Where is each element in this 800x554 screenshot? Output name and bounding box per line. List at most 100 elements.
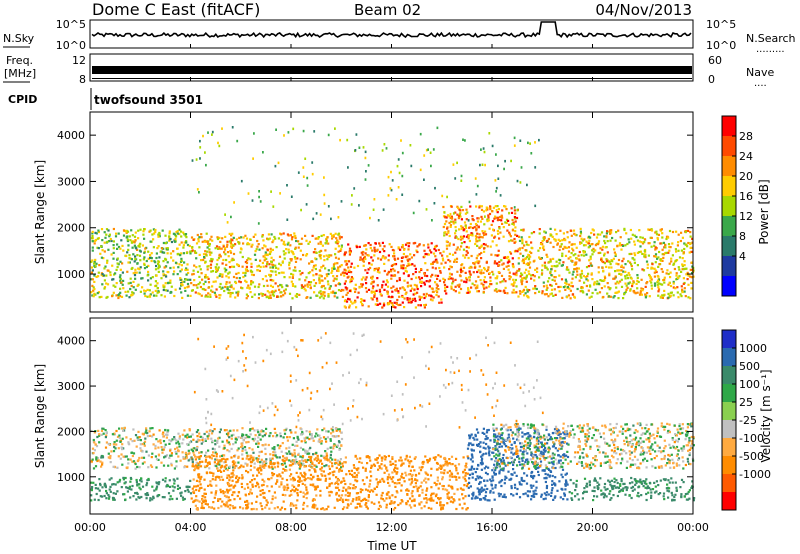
data-cell	[565, 246, 568, 249]
data-cell	[285, 427, 288, 430]
data-cell	[625, 274, 629, 277]
data-cell	[111, 264, 114, 267]
data-cell	[212, 451, 215, 454]
data-cell	[95, 275, 98, 278]
data-cell	[600, 260, 604, 263]
data-cell	[327, 505, 330, 508]
data-cell	[265, 265, 268, 268]
data-cell	[355, 306, 358, 309]
data-cell	[327, 293, 330, 296]
data-cell	[269, 460, 272, 464]
data-cell	[423, 274, 427, 277]
data-cell	[506, 292, 509, 295]
data-cell	[572, 254, 575, 257]
data-cell	[296, 257, 299, 260]
data-cell	[614, 253, 617, 256]
data-cell	[409, 144, 412, 147]
data-cell	[685, 267, 688, 270]
data-cell	[511, 229, 514, 232]
data-cell	[370, 291, 373, 294]
data-cell	[395, 288, 398, 291]
data-cell	[142, 230, 145, 233]
data-cell	[138, 249, 142, 252]
data-cell	[222, 258, 225, 262]
data-cell	[454, 251, 457, 254]
data-cell	[380, 463, 383, 466]
data-cell	[164, 443, 167, 446]
data-cell	[227, 432, 230, 435]
data-cell	[436, 291, 439, 294]
data-cell	[265, 296, 268, 299]
data-cell	[349, 482, 352, 486]
data-cell	[656, 257, 659, 260]
data-cell	[403, 306, 406, 309]
data-cell	[366, 254, 369, 257]
data-cell	[121, 271, 124, 274]
data-cell	[112, 492, 115, 495]
data-cell	[456, 284, 459, 287]
data-cell	[391, 457, 394, 460]
data-cell	[263, 496, 266, 499]
data-cell	[161, 496, 164, 499]
data-cell	[414, 478, 417, 481]
data-cell	[258, 269, 261, 272]
data-cell	[237, 264, 240, 267]
data-cell	[216, 467, 219, 470]
data-cell	[503, 256, 506, 259]
data-cell	[455, 469, 458, 472]
data-cell	[325, 430, 328, 433]
data-cell	[122, 234, 126, 237]
data-cell	[656, 281, 659, 284]
data-cell	[251, 427, 254, 430]
data-cell	[279, 192, 281, 195]
data-cell	[360, 251, 363, 254]
data-cell	[143, 228, 146, 231]
data-cell	[688, 251, 691, 254]
data-cell	[488, 285, 491, 288]
data-cell	[116, 466, 119, 469]
data-cell	[574, 253, 577, 256]
data-cell	[495, 216, 498, 219]
data-cell	[283, 432, 287, 435]
data-cell	[179, 254, 182, 257]
data-cell	[199, 268, 202, 271]
data-cell	[486, 218, 489, 221]
data-cell	[178, 437, 181, 440]
data-cell	[680, 231, 683, 234]
data-cell	[454, 218, 457, 221]
data-cell	[659, 295, 663, 298]
data-cell	[325, 240, 328, 243]
data-cell	[393, 470, 396, 473]
data-cell	[479, 163, 481, 167]
data-cell	[666, 269, 669, 272]
data-cell	[133, 244, 136, 247]
data-cell	[371, 249, 374, 252]
data-cell	[562, 247, 565, 251]
data-cell	[115, 294, 118, 297]
data-cell	[393, 269, 396, 272]
data-cell	[311, 234, 314, 237]
data-cell	[209, 483, 212, 486]
data-cell	[667, 236, 670, 239]
data-cell	[305, 239, 308, 242]
data-cell	[461, 237, 464, 240]
data-cell	[112, 244, 115, 247]
data-cell	[455, 507, 458, 511]
data-cell	[101, 456, 105, 459]
data-cell	[269, 270, 273, 273]
data-cell	[93, 449, 96, 452]
data-cell	[399, 248, 402, 251]
data-cell	[245, 441, 248, 444]
data-cell	[391, 471, 394, 474]
data-cell	[168, 232, 171, 235]
data-cell	[477, 262, 480, 265]
data-cell	[474, 177, 477, 180]
data-cell	[164, 433, 167, 436]
data-cell	[415, 285, 419, 289]
data-cell	[277, 267, 280, 270]
data-cell	[580, 286, 583, 289]
data-cell	[122, 476, 125, 479]
data-cell	[232, 429, 235, 432]
data-cell	[608, 274, 611, 277]
data-cell	[344, 482, 347, 486]
